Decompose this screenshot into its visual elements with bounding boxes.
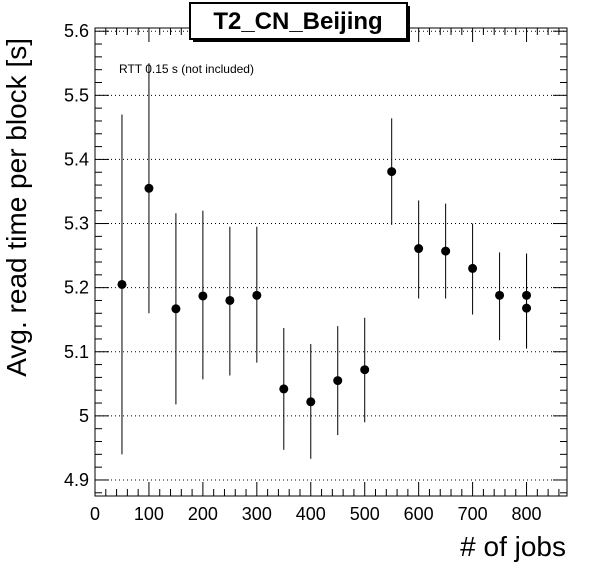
y-tick-label: 5.6 bbox=[64, 21, 89, 41]
y-tick-label: 5.5 bbox=[64, 85, 89, 105]
x-tick-label: 300 bbox=[242, 504, 272, 524]
x-tick-label: 600 bbox=[404, 504, 434, 524]
y-tick-label: 5.3 bbox=[64, 214, 89, 234]
tick-labels: 4.9 5 5.1 5.2 5.3 5.4 5.5 5.6 0 100 200 300 400 500 60… bbox=[64, 21, 542, 524]
data-point bbox=[333, 376, 343, 386]
title-box-border bbox=[189, 2, 408, 40]
data-point bbox=[522, 303, 532, 313]
chart-title: T2_CN_Beijing bbox=[213, 8, 382, 35]
y-tick-label: 5.4 bbox=[64, 149, 89, 169]
data-point bbox=[279, 384, 289, 394]
y-tick-label: 5.2 bbox=[64, 278, 89, 298]
data-point bbox=[495, 290, 505, 300]
chart-title-box: T2_CN_Beijing bbox=[189, 2, 410, 42]
data-point bbox=[468, 263, 478, 273]
data-series bbox=[117, 63, 532, 459]
data-point bbox=[414, 244, 424, 254]
y-tick-label: 5.1 bbox=[64, 342, 89, 362]
rtt-annotation: RTT 0.15 s (not included) bbox=[119, 62, 254, 76]
data-point bbox=[198, 291, 208, 301]
data-point bbox=[225, 295, 235, 305]
title-box-shadow-right bbox=[407, 6, 410, 42]
data-point bbox=[441, 246, 451, 256]
x-tick-label: 100 bbox=[134, 504, 164, 524]
x-tick-label: 400 bbox=[296, 504, 326, 524]
x-tick-label: 200 bbox=[188, 504, 218, 524]
x-tick-label: 700 bbox=[458, 504, 488, 524]
data-point bbox=[387, 167, 397, 177]
y-tick-label: 4.9 bbox=[64, 470, 89, 490]
data-point bbox=[360, 365, 370, 375]
title-box-shadow-bottom bbox=[193, 39, 410, 42]
data-point bbox=[171, 304, 181, 314]
data-point bbox=[252, 290, 262, 300]
x-tick-label: 500 bbox=[350, 504, 380, 524]
y-tick-label: 5 bbox=[79, 406, 89, 426]
y-axis-title: Avg. read time per block [s] bbox=[1, 38, 32, 377]
x-tick-label: 800 bbox=[512, 504, 542, 524]
data-point bbox=[117, 279, 127, 289]
x-tick-label: 0 bbox=[90, 504, 100, 524]
x-axis-title: # of jobs bbox=[460, 531, 566, 562]
data-point bbox=[306, 397, 316, 407]
data-point bbox=[144, 183, 154, 193]
